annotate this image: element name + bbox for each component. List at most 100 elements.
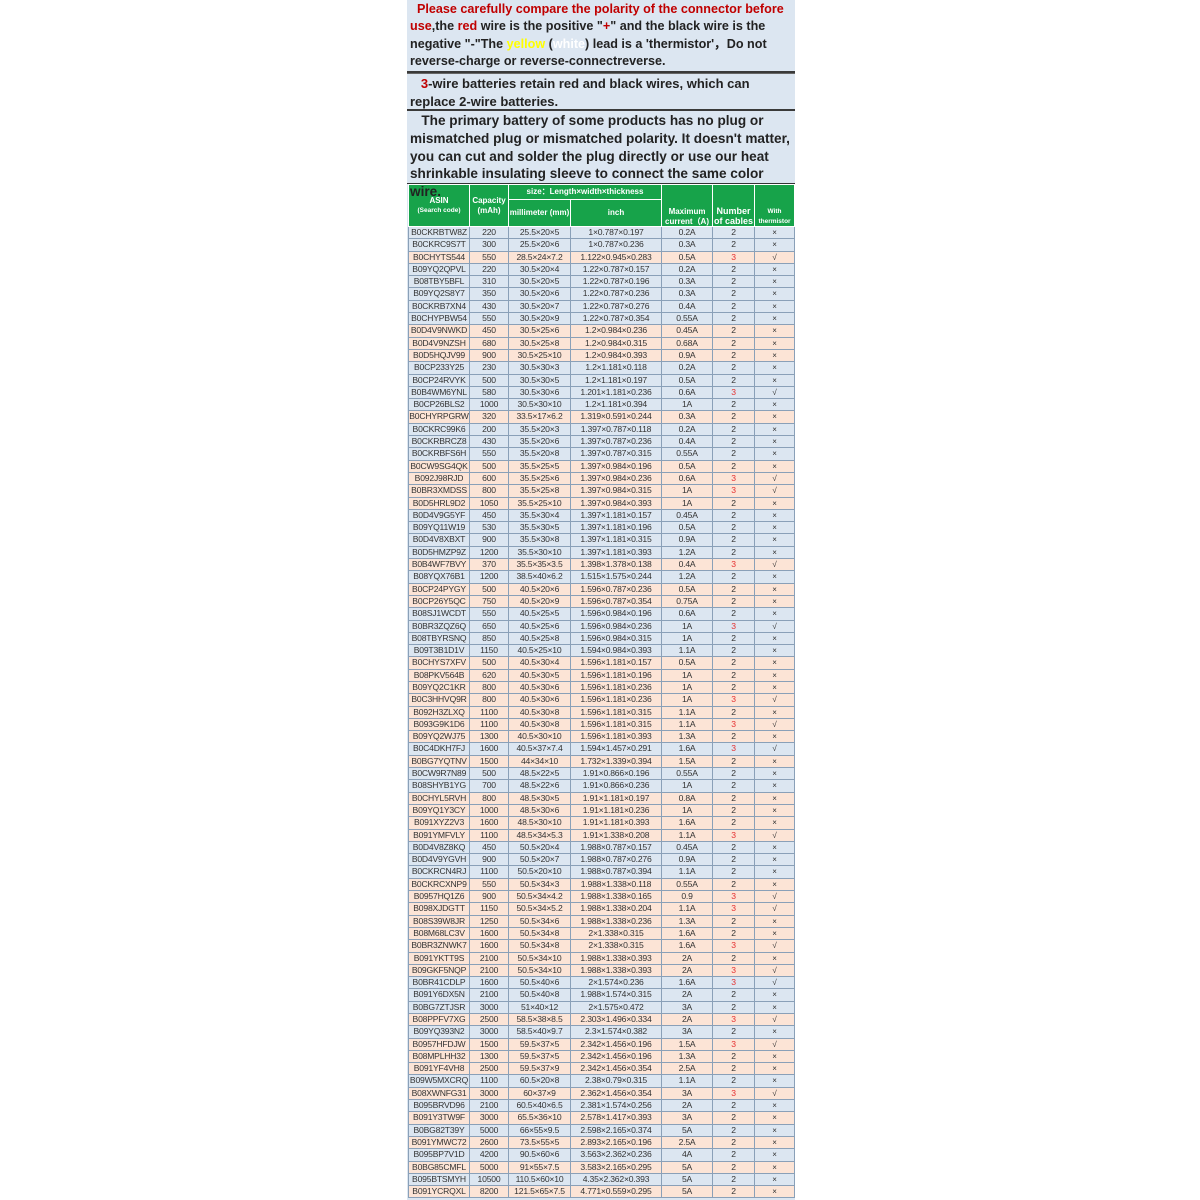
polarity-warning-note: Please carefully compare the polarity of… xyxy=(407,0,795,73)
capacity-cell: 2100 xyxy=(469,963,509,978)
size-mm-cell: 121.5×65×7.5 xyxy=(508,1185,571,1199)
size-inch-cell: 1.596×0.984×0.315 xyxy=(569,631,663,646)
capacity-cell: 1300 xyxy=(469,730,509,744)
table-row: B095BTSMYH 10500 110.5×60×10 4.35×2.362×0.3… xyxy=(408,1172,796,1187)
size-inch-cell: 1.397×0.984×0.315 xyxy=(569,484,663,498)
current-cell: 0.9A xyxy=(661,533,714,547)
size-inch-cell: 1.2×1.181×0.197 xyxy=(569,373,663,387)
asin-cell: B0CKRCXNP9 xyxy=(408,877,470,892)
size-mm-cell: 60×37×9 xyxy=(508,1086,571,1101)
battery-spec-table: ASIN (Search code) Capacity (mAh) size：Le… xyxy=(408,184,796,1199)
asin-cell: B098XJDGTT xyxy=(408,902,470,916)
table-row: B0CKRC99K6 200 35.5×20×3 1.397×0.787×0.118 0… xyxy=(408,422,796,437)
current-cell: 1.1A xyxy=(661,705,714,719)
size-mm-cell: 50.5×34×8 xyxy=(508,939,571,953)
asin-cell: B08M68LC3V xyxy=(408,926,470,941)
current-cell: 1.1A xyxy=(661,717,714,732)
cables-cell: 2 xyxy=(712,496,756,510)
table-row: B095BP7V1D 4200 90.5×60×6 3.563×2.362×0.236… xyxy=(408,1148,796,1162)
size-inch-cell: 1.397×1.181×0.393 xyxy=(569,545,663,560)
thermistor-cell: √ xyxy=(754,1086,796,1101)
size-inch-cell: 1.319×0.591×0.244 xyxy=(569,410,663,424)
cables-cell: 2 xyxy=(712,1025,756,1039)
asin-cell: B09YQ2QPVL xyxy=(408,262,470,277)
thermistor-cell: × xyxy=(754,840,796,855)
capacity-cell: 750 xyxy=(469,594,509,609)
current-cell: 1.1A xyxy=(661,1074,714,1088)
size-mm-cell: 35.5×25×6 xyxy=(508,471,571,486)
current-cell: 0.5A xyxy=(661,459,714,473)
size-inch-cell: 2×1.574×0.236 xyxy=(569,976,663,990)
thermistor-cell: × xyxy=(754,1062,796,1076)
header-asin: ASIN (Search code) xyxy=(408,184,470,227)
cables-cell: 3 xyxy=(712,902,756,916)
asin-cell: B0D4V9NZSH xyxy=(408,336,470,350)
size-inch-cell: 1.596×1.181×0.157 xyxy=(569,656,663,670)
size-mm-cell: 35.5×25×5 xyxy=(508,459,571,473)
capacity-cell: 220 xyxy=(469,262,509,277)
asin-cell: B0CP26BLS2 xyxy=(408,398,470,412)
table-row: B0D4V8XBXT 900 35.5×30×8 1.397×1.181×0.315 0… xyxy=(408,533,796,547)
size-mm-cell: 30.5×30×3 xyxy=(508,361,571,375)
capacity-cell: 1600 xyxy=(469,976,509,990)
size-mm-cell: 30.5×30×6 xyxy=(508,385,571,400)
cables-cell: 2 xyxy=(712,1185,756,1199)
size-mm-cell: 50.5×20×7 xyxy=(508,853,571,867)
current-cell: 5A xyxy=(661,1160,714,1174)
thermistor-cell: × xyxy=(754,496,796,510)
thermistor-cell: × xyxy=(754,631,796,646)
thermistor-cell: √ xyxy=(754,717,796,732)
cables-cell: 2 xyxy=(712,840,756,855)
cables-cell: 2 xyxy=(712,398,756,412)
table-row: B0BG85CMFL 5000 91×55×7.5 3.583×2.165×0.295… xyxy=(408,1160,796,1174)
table-row: B091YCRQXL 8200 121.5×65×7.5 4.771×0.559×0.… xyxy=(408,1185,796,1199)
size-inch-cell: 1.596×0.984×0.236 xyxy=(569,619,663,633)
thermistor-cell: × xyxy=(754,1099,796,1113)
thermistor-cell: √ xyxy=(754,828,796,842)
thermistor-cell: × xyxy=(754,767,796,781)
table-row: B08TBY5BFL 310 30.5×20×5 1.22×0.787×0.196 0.… xyxy=(408,275,796,289)
thermistor-cell: × xyxy=(754,324,796,338)
size-mm-cell: 30.5×20×5 xyxy=(508,275,571,289)
size-mm-cell: 35.5×30×10 xyxy=(508,545,571,560)
thermistor-cell: √ xyxy=(754,976,796,990)
current-cell: 1.5A xyxy=(661,754,714,769)
battery-spec-panel: Please carefully compare the polarity of… xyxy=(407,0,796,1200)
thermistor-cell: × xyxy=(754,1185,796,1199)
size-mm-cell: 35.5×35×3.5 xyxy=(508,558,571,572)
current-cell: 3A xyxy=(661,1025,714,1039)
cables-cell: 2 xyxy=(712,1062,756,1076)
thermistor-cell: √ xyxy=(754,484,796,498)
current-cell: 0.55A xyxy=(661,877,714,892)
current-cell: 0.2A xyxy=(661,262,714,277)
asin-cell: B095BP7V1D xyxy=(408,1148,470,1162)
size-mm-cell: 59.5×37×5 xyxy=(508,1037,571,1051)
size-mm-cell: 60.5×20×8 xyxy=(508,1074,571,1088)
current-cell: 1.1A xyxy=(661,902,714,916)
note-text-plus: + xyxy=(602,19,611,34)
size-mm-cell: 50.5×20×10 xyxy=(508,865,571,879)
thermistor-cell: × xyxy=(754,545,796,560)
asin-cell: B08MPLHH32 xyxy=(408,1049,470,1064)
capacity-cell: 1500 xyxy=(469,1037,509,1051)
size-mm-cell: 50.5×34×10 xyxy=(508,963,571,978)
cables-cell: 3 xyxy=(712,1012,756,1027)
size-inch-cell: 1.988×0.787×0.157 xyxy=(569,840,663,855)
size-inch-cell: 1.397×0.787×0.118 xyxy=(569,422,663,437)
table-row: B08M68LC3V 1600 50.5×34×8 2×1.338×0.315 1.6A… xyxy=(408,926,796,941)
asin-cell: B0BR3XMDSS xyxy=(408,484,470,498)
size-inch-cell: 1.91×1.181×0.197 xyxy=(569,791,663,805)
current-cell: 0.9A xyxy=(661,853,714,867)
current-cell: 0.5A xyxy=(661,373,714,387)
thermistor-cell: × xyxy=(754,803,796,818)
current-cell: 1A xyxy=(661,496,714,510)
asin-cell: B09YQ2S8Y7 xyxy=(408,287,470,301)
current-cell: 1A xyxy=(661,398,714,412)
cables-cell: 2 xyxy=(712,680,756,695)
table-row: B0CKRBRCZ8 430 35.5×20×6 1.397×0.787×0.236 0… xyxy=(408,435,796,449)
size-mm-cell: 110.5×60×10 xyxy=(508,1172,571,1187)
table-row: B091YKTT9S 2100 50.5×34×10 1.988×1.338×0.39… xyxy=(408,951,796,965)
size-inch-cell: 2.38×0.79×0.315 xyxy=(569,1074,663,1088)
size-inch-cell: 2.598×2.165×0.374 xyxy=(569,1123,663,1137)
table-row: B09YQ2WJ75 1300 40.5×30×10 1.596×1.181×0.39… xyxy=(408,730,796,744)
